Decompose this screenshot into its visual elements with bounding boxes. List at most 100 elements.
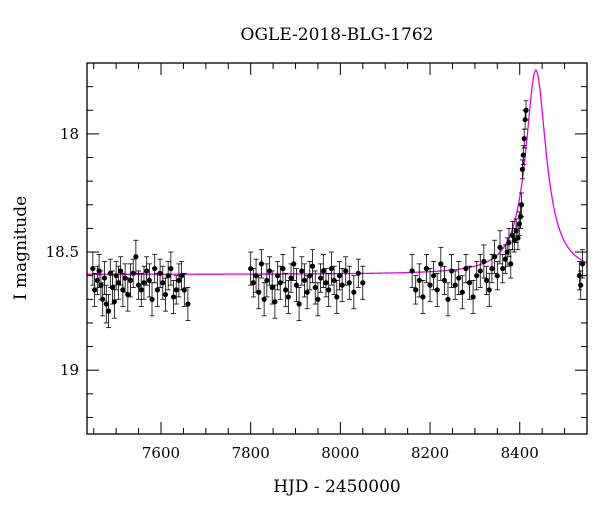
data-point (521, 128, 527, 149)
data-marker (578, 282, 584, 288)
data-marker (304, 289, 310, 295)
x-tick-label: 8000 (321, 444, 359, 462)
data-point (307, 261, 313, 291)
data-point (500, 254, 506, 284)
data-point (280, 254, 286, 284)
data-marker (320, 268, 326, 274)
data-point (118, 256, 124, 286)
data-point (133, 239, 139, 274)
data-point (152, 254, 158, 284)
data-point (173, 275, 179, 305)
data-point (107, 258, 113, 288)
data-point (409, 254, 415, 288)
data-marker (489, 265, 495, 272)
data-marker (416, 277, 422, 284)
data-marker (280, 265, 286, 272)
y-tick-label: 18 (60, 125, 79, 143)
data-marker (509, 232, 516, 239)
data-point (165, 261, 171, 291)
data-point (125, 277, 131, 312)
data-point (299, 256, 305, 286)
data-marker (115, 280, 121, 286)
data-marker (481, 258, 487, 265)
data-marker (519, 166, 526, 172)
data-marker (122, 275, 128, 281)
data-marker (94, 277, 100, 284)
data-point (486, 272, 492, 307)
data-marker (165, 273, 171, 279)
data-marker (266, 268, 273, 274)
data-marker (141, 280, 147, 286)
data-marker (452, 282, 458, 288)
data-point (261, 282, 267, 317)
data-point (92, 272, 98, 307)
data-point (434, 272, 440, 307)
data-point (154, 272, 161, 307)
data-marker (420, 294, 426, 300)
data-marker (250, 280, 256, 286)
data-point (579, 249, 586, 279)
data-point (283, 272, 289, 307)
data-marker (90, 265, 96, 272)
data-point (301, 263, 308, 298)
data-point (355, 258, 361, 288)
data-point (309, 249, 316, 284)
data-marker (157, 270, 163, 276)
data-marker (339, 282, 345, 288)
data-point (497, 230, 503, 265)
data-marker (315, 296, 321, 302)
data-point (320, 254, 326, 288)
data-point (103, 284, 109, 324)
data-point (470, 280, 476, 314)
data-point (427, 268, 433, 303)
data-marker (459, 289, 465, 295)
data-marker (277, 280, 283, 286)
data-marker (135, 282, 142, 288)
data-marker (470, 294, 476, 300)
data-point (312, 270, 318, 305)
data-marker (513, 228, 519, 234)
data-marker (111, 299, 117, 305)
data-marker (181, 287, 187, 293)
data-point (336, 261, 343, 291)
data-point (288, 263, 294, 293)
data-point (477, 254, 483, 288)
data-point (293, 268, 300, 303)
data-point (274, 261, 281, 291)
data-marker (336, 273, 343, 279)
data-point (445, 282, 451, 317)
data-marker (288, 275, 294, 281)
data-marker (272, 299, 278, 305)
data-marker (456, 275, 462, 281)
data-points-layer (90, 100, 586, 329)
data-marker (326, 287, 332, 293)
data-marker (343, 268, 349, 274)
data-point (343, 256, 349, 286)
data-point (331, 265, 337, 295)
data-marker (346, 280, 352, 286)
data-marker (504, 249, 510, 255)
data-marker (506, 239, 512, 246)
model-curve (87, 69, 588, 275)
data-point (170, 280, 177, 314)
data-point (360, 265, 366, 300)
data-marker (448, 268, 455, 274)
data-point (463, 254, 469, 284)
data-marker (296, 301, 302, 307)
data-marker (103, 301, 109, 307)
y-axis-label: I magnitude (11, 196, 31, 300)
data-point (519, 159, 526, 180)
data-point (168, 251, 174, 286)
data-marker (146, 277, 152, 284)
data-point (492, 239, 498, 274)
data-point (346, 265, 352, 300)
data-marker (185, 301, 191, 307)
data-marker (492, 254, 498, 260)
data-marker (293, 282, 300, 288)
y-tick-label: 19 (60, 361, 79, 379)
data-point (264, 263, 270, 298)
data-point (506, 228, 512, 258)
data-point (416, 263, 422, 298)
data-marker (355, 270, 361, 276)
